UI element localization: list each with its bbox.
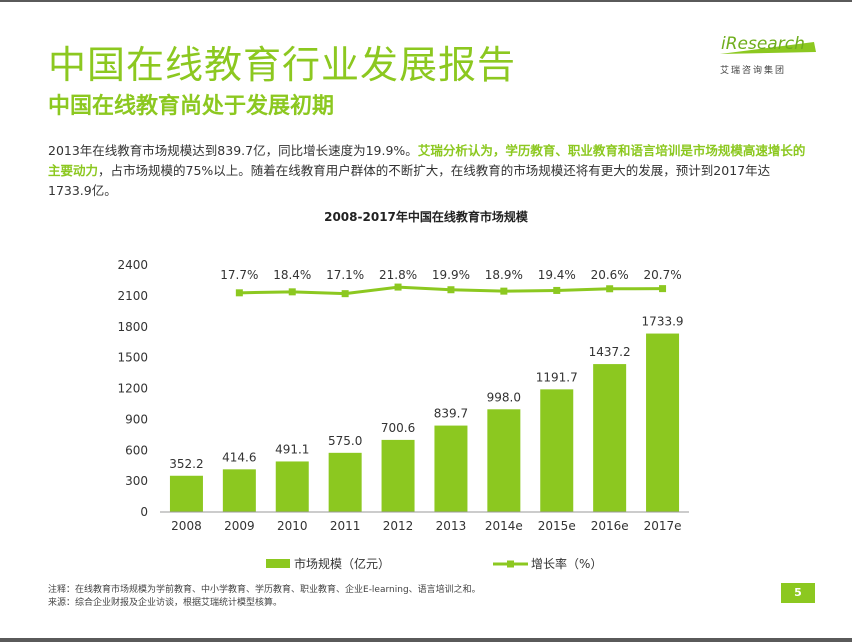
x-tick-label: 2009 [224, 519, 255, 533]
footnote-source: 来源：综合企业财报及企业访谈，根据艾瑞统计模型核算。 [48, 598, 283, 608]
page-title: 中国在线教育行业发展报告 [48, 43, 517, 87]
legend-line-label: 增长率（%） [531, 556, 602, 571]
growth-rate-label: 17.7% [220, 268, 258, 282]
bar-value-label: 839.7 [434, 407, 468, 421]
growth-rate-point [500, 287, 508, 295]
bar [169, 475, 203, 512]
y-tick-label: 2100 [117, 289, 148, 303]
growth-rate-point [235, 289, 243, 297]
summary-highlight: 艾瑞分析认为，学历教育、职业教育和语言培训是市场规模高速增长的主要动力 [48, 143, 806, 178]
top-border [0, 0, 852, 2]
bar [275, 461, 309, 512]
growth-rate-label: 20.6% [591, 268, 629, 282]
growth-rate-label: 17.1% [326, 268, 364, 282]
bar-value-label: 414.6 [222, 450, 256, 464]
x-tick-label: 2014e [485, 519, 523, 533]
x-tick-label: 2011 [330, 519, 361, 533]
bar-value-label: 1437.2 [589, 345, 631, 359]
y-tick-label: 2400 [117, 258, 148, 272]
x-tick-label: 2015e [538, 519, 576, 533]
growth-rate-point [447, 286, 455, 294]
page-number: 5 [781, 583, 815, 603]
bar [593, 364, 627, 512]
growth-rate-label: 20.7% [643, 268, 681, 282]
bar-value-label: 1191.7 [536, 370, 578, 384]
growth-rate-label: 18.4% [273, 268, 311, 282]
x-tick-label: 2012 [383, 519, 414, 533]
growth-rate-point [659, 285, 667, 293]
growth-rate-point [288, 288, 296, 296]
bar-value-label: 491.1 [275, 442, 309, 456]
bar [434, 425, 468, 512]
bar-value-label: 700.6 [381, 421, 415, 435]
footnote-remark: 注释：在线教育市场规模为学前教育、中小学教育、学历教育、职业教育、企业E-lea… [48, 585, 481, 595]
growth-rate-point [553, 286, 561, 294]
x-tick-label: 2010 [277, 519, 308, 533]
bar [381, 439, 415, 512]
y-tick-label: 1500 [117, 351, 148, 365]
y-tick-label: 1800 [117, 320, 148, 334]
x-tick-label: 2013 [436, 519, 467, 533]
growth-rate-point [606, 285, 614, 293]
summary-paragraph: 2013年在线教育市场规模达到839.7亿，同比增长速度为19.9%。艾瑞分析认… [48, 141, 808, 201]
summary-text-2: ，占市场规模的75%以上。随着在线教育用户群体的不断扩大，在线教育的市场规模还将… [48, 163, 771, 198]
y-tick-label: 1200 [117, 382, 148, 396]
bar-value-label: 998.0 [487, 390, 521, 404]
bar [328, 452, 362, 512]
logo-swoosh-icon [720, 42, 816, 54]
growth-rate-label: 19.9% [432, 268, 470, 282]
logo-wordmark: iResearch [721, 34, 805, 54]
chart-title: 2008-2017年中国在线教育市场规模 [324, 210, 528, 224]
bar-value-label: 1733.9 [642, 315, 684, 329]
growth-rate-label: 19.4% [538, 268, 576, 282]
legend-line-marker [507, 560, 514, 568]
bar-value-label: 575.0 [328, 434, 362, 448]
bar [646, 333, 680, 512]
y-tick-label: 0 [140, 505, 148, 519]
y-tick-label: 600 [125, 443, 148, 457]
bar [487, 409, 521, 512]
growth-rate-point [341, 290, 349, 298]
bottom-border [0, 638, 852, 642]
x-tick-label: 2017e [644, 519, 682, 533]
growth-rate-label: 18.9% [485, 268, 523, 282]
growth-rate-point [394, 283, 402, 291]
logo-chinese-name: 艾瑞咨询集团 [720, 66, 787, 76]
bar-value-label: 352.2 [169, 457, 203, 471]
legend-bar-swatch [266, 559, 290, 568]
page-subtitle: 中国在线教育尚处于发展初期 [48, 94, 335, 119]
summary-text-1: 2013年在线教育市场规模达到839.7亿，同比增长速度为19.9%。 [48, 143, 418, 158]
bar [540, 389, 574, 512]
y-tick-label: 300 [125, 474, 148, 488]
growth-rate-label: 21.8% [379, 268, 417, 282]
y-tick-label: 900 [125, 412, 148, 426]
bar [222, 469, 256, 512]
x-tick-label: 2008 [171, 519, 202, 533]
legend-bar-label: 市场规模（亿元） [294, 556, 390, 571]
x-tick-label: 2016e [591, 519, 629, 533]
